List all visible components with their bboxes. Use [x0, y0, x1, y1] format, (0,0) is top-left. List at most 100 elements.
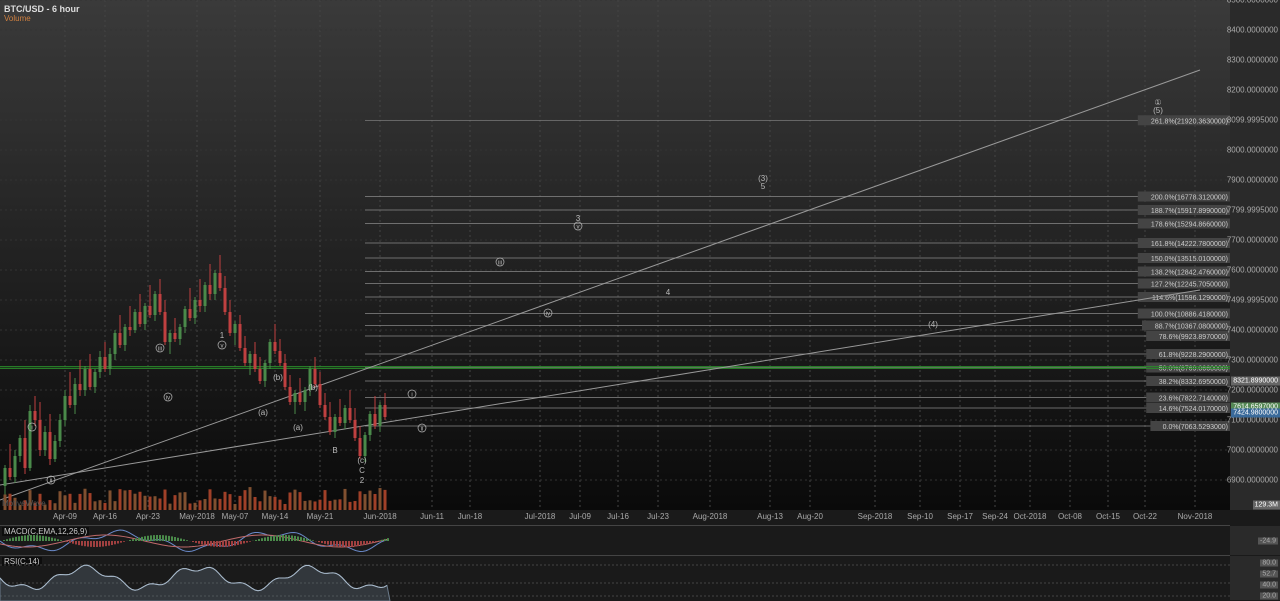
time-tick: Oct-2018: [1014, 512, 1047, 521]
time-tick: Aug-20: [797, 512, 823, 521]
macd-svg: [0, 526, 1230, 556]
svg-text:150.0%(13515.0100000): 150.0%(13515.0100000): [1151, 256, 1228, 263]
svg-text:(4): (4): [928, 320, 938, 329]
time-tick: May-21: [307, 512, 334, 521]
svg-text:178.6%(15294.8660000): 178.6%(15294.8660000): [1151, 222, 1228, 229]
time-tick: Jun-11: [420, 512, 444, 521]
price-tag: 7424.9800000: [1231, 408, 1280, 417]
price-tick: 7200.0000000: [1227, 386, 1278, 395]
svg-text:B: B: [332, 446, 337, 455]
price-tag: 8321.8990000: [1231, 377, 1280, 386]
svg-text:100.0%(10886.4180000): 100.0%(10886.4180000): [1151, 312, 1228, 319]
rsi-svg: [0, 556, 1230, 601]
svg-text:iv: iv: [546, 312, 550, 318]
price-tick: 8300.0000000: [1227, 56, 1278, 65]
svg-text:i: i: [31, 426, 32, 432]
time-tick: Sep-10: [907, 512, 933, 521]
svg-text:88.7%(10367.0800000): 88.7%(10367.0800000): [1155, 324, 1228, 331]
price-tick: 7799.9995000: [1227, 206, 1278, 215]
time-tick: Sep-24: [982, 512, 1008, 521]
svg-text:(5): (5): [1153, 106, 1163, 115]
time-tick: Apr-09: [53, 512, 77, 521]
svg-text:(a): (a): [258, 408, 268, 417]
volume-tag: 129.3M: [1253, 501, 1280, 510]
price-tick: 8400.0000000: [1227, 26, 1278, 35]
price-tick: 7300.0000000: [1227, 356, 1278, 365]
svg-text:3: 3: [576, 214, 581, 223]
svg-text:v: v: [577, 225, 580, 231]
price-tick: 6900.0000000: [1227, 476, 1278, 485]
price-tick: 7600.0000000: [1227, 266, 1278, 275]
time-tick: Aug-13: [757, 512, 783, 521]
time-tick: May-07: [222, 512, 249, 521]
svg-text:200.0%(16778.3120000): 200.0%(16778.3120000): [1151, 195, 1228, 202]
price-tick: 8200.0000000: [1227, 86, 1278, 95]
price-axis[interactable]: 8500.0000000 8400.0000000 8300.0000000 8200…: [1230, 0, 1280, 510]
rsi-tick: 40.0: [1260, 582, 1278, 589]
rsi-yaxis: 80.0 52.7 40.0 20.0: [1230, 556, 1280, 600]
svg-text:v: v: [221, 344, 224, 350]
svg-text:(a): (a): [293, 423, 303, 432]
rsi-tick: 52.7: [1260, 571, 1278, 578]
svg-text:iii: iii: [498, 261, 502, 267]
svg-text:261.8%(21920.3630000): 261.8%(21920.3630000): [1151, 118, 1228, 125]
time-tick: Sep-2018: [858, 512, 893, 521]
price-tick: 7499.9995000: [1227, 296, 1278, 305]
time-tick: Oct-15: [1096, 512, 1120, 521]
svg-text:78.6%(9923.8970000): 78.6%(9923.8970000): [1159, 334, 1228, 341]
time-tick: May-2018: [179, 512, 215, 521]
time-tick: Aug-2018: [693, 512, 728, 521]
time-tick: Jul-16: [607, 512, 629, 521]
svg-text:(b): (b): [273, 373, 283, 382]
svg-text:0.0%(7063.5293000): 0.0%(7063.5293000): [1163, 424, 1228, 431]
svg-text:14.6%(7524.0170000): 14.6%(7524.0170000): [1159, 406, 1228, 413]
price-tick: 8099.9995000: [1227, 116, 1278, 125]
time-axis[interactable]: Apr-09 Apr-16 Apr-23 May-2018 May-07 May-14 Ma…: [0, 510, 1280, 525]
main-chart[interactable]: BTC/USD - 6 hour Volume 261.8%(21920.363…: [0, 0, 1230, 510]
svg-text:2: 2: [360, 476, 365, 485]
time-tick: Oct-08: [1058, 512, 1082, 521]
svg-text:1: 1: [220, 331, 225, 340]
macd-value: -24.9: [1258, 537, 1278, 544]
time-tick: Sep-17: [947, 512, 973, 521]
chart-svg: 261.8%(21920.3630000) 200.0%(16778.312000…: [0, 0, 1230, 510]
rsi-tick: 80.0: [1260, 560, 1278, 567]
svg-text:(c): (c): [357, 456, 367, 465]
price-tick: 7900.0000000: [1227, 176, 1278, 185]
time-tick: Jul-09: [569, 512, 591, 521]
time-tick: Jun-2018: [363, 512, 396, 521]
price-tick: 7700.0000000: [1227, 236, 1278, 245]
svg-text:i: i: [411, 393, 412, 399]
svg-text:61.8%(9228.2900000): 61.8%(9228.2900000): [1159, 352, 1228, 359]
svg-text:38.2%(8332.6950000): 38.2%(8332.6950000): [1159, 379, 1228, 386]
svg-text:ii: ii: [50, 479, 53, 485]
price-tick: 7000.0000000: [1227, 446, 1278, 455]
time-tick: Oct-22: [1133, 512, 1157, 521]
time-tick: Jun-18: [458, 512, 482, 521]
time-tick: Apr-16: [93, 512, 117, 521]
price-tick: 7400.0000000: [1227, 326, 1278, 335]
svg-text:138.2%(12842.4760000): 138.2%(12842.4760000): [1151, 270, 1228, 277]
price-tick: 8500.0000000: [1227, 0, 1278, 5]
svg-text:23.6%(7822.7140000): 23.6%(7822.7140000): [1159, 396, 1228, 403]
time-tick: Jul-2018: [525, 512, 556, 521]
svg-text:iii: iii: [158, 347, 162, 353]
time-tick: Jul-23: [647, 512, 669, 521]
price-tick: 8000.0000000: [1227, 146, 1278, 155]
macd-yaxis: -24.9: [1230, 526, 1280, 555]
svg-text:iv: iv: [166, 396, 170, 402]
rsi-panel[interactable]: RSI(C,14) 80.052.740.020.0: [0, 555, 1230, 600]
watermark: MotiveWave: [2, 499, 46, 508]
svg-text:188.7%(15917.8990000): 188.7%(15917.8990000): [1151, 208, 1228, 215]
time-tick: Nov-2018: [1178, 512, 1213, 521]
svg-text:5: 5: [761, 182, 766, 191]
macd-panel[interactable]: MACD(C,EMA,12,26,9) -24.9: [0, 525, 1230, 555]
svg-text:161.8%(14222.7800000): 161.8%(14222.7800000): [1151, 241, 1228, 248]
time-tick: May-14: [262, 512, 289, 521]
svg-text:ii: ii: [421, 427, 424, 433]
svg-text:4: 4: [666, 288, 671, 297]
svg-text:127.2%(12245.7050000): 127.2%(12245.7050000): [1151, 282, 1228, 289]
rsi-tick: 20.0: [1260, 593, 1278, 600]
time-tick: Apr-23: [136, 512, 160, 521]
svg-text:(b): (b): [308, 383, 318, 392]
